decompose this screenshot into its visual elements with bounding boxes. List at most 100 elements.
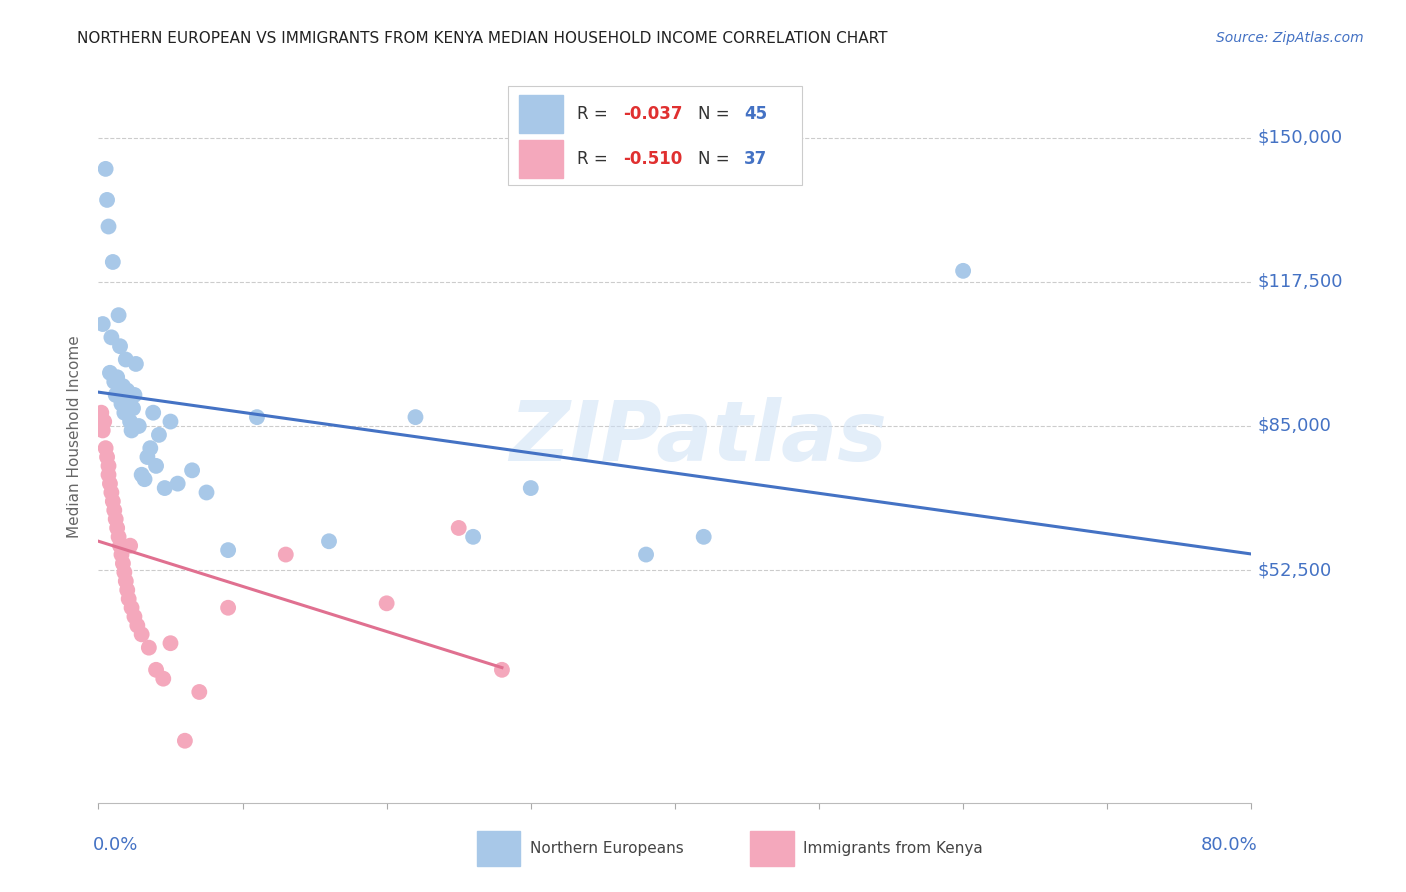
- Point: [114, 574, 136, 589]
- Point: [274, 548, 297, 562]
- Point: [118, 392, 141, 407]
- Text: R =: R =: [576, 104, 613, 123]
- Text: R =: R =: [576, 150, 613, 168]
- Bar: [477, 831, 520, 866]
- Point: [98, 476, 121, 491]
- Point: [127, 618, 149, 632]
- Point: [952, 264, 974, 278]
- Point: [96, 450, 118, 464]
- Point: [693, 530, 716, 544]
- Point: [134, 472, 156, 486]
- Point: [318, 534, 340, 549]
- Point: [145, 663, 167, 677]
- Point: [112, 406, 135, 420]
- Point: [117, 384, 139, 398]
- Point: [110, 548, 132, 562]
- Text: $150,000: $150,000: [1257, 128, 1343, 147]
- Text: -0.037: -0.037: [623, 104, 682, 123]
- Point: [447, 521, 470, 535]
- Point: [246, 410, 269, 425]
- Point: [93, 415, 115, 429]
- Point: [103, 503, 125, 517]
- Bar: [519, 95, 562, 133]
- Point: [520, 481, 543, 495]
- Point: [217, 600, 239, 615]
- Point: [97, 219, 120, 234]
- Point: [142, 406, 165, 420]
- Point: [124, 609, 146, 624]
- Point: [101, 255, 124, 269]
- Point: [90, 406, 112, 420]
- Text: Immigrants from Kenya: Immigrants from Kenya: [803, 840, 983, 855]
- Point: [405, 410, 427, 425]
- Point: [100, 330, 122, 344]
- Point: [108, 339, 131, 353]
- Text: 80.0%: 80.0%: [1201, 836, 1257, 854]
- Point: [91, 424, 114, 438]
- Bar: [749, 831, 793, 866]
- Point: [94, 441, 117, 455]
- Point: [107, 530, 129, 544]
- Point: [188, 685, 211, 699]
- Point: [120, 415, 142, 429]
- Point: [174, 733, 197, 747]
- Point: [94, 161, 117, 176]
- Point: [159, 636, 181, 650]
- Point: [461, 530, 484, 544]
- Point: [110, 397, 132, 411]
- Point: [121, 424, 143, 438]
- Point: [105, 521, 128, 535]
- Point: [153, 481, 176, 495]
- Point: [138, 640, 160, 655]
- Point: [98, 366, 121, 380]
- Text: N =: N =: [697, 104, 735, 123]
- Bar: [519, 140, 562, 178]
- Text: Source: ZipAtlas.com: Source: ZipAtlas.com: [1216, 31, 1364, 45]
- Point: [491, 663, 513, 677]
- Text: 0.0%: 0.0%: [93, 836, 138, 854]
- Point: [136, 450, 159, 464]
- Text: 37: 37: [744, 150, 768, 168]
- Point: [108, 539, 131, 553]
- Text: $117,500: $117,500: [1257, 273, 1343, 291]
- Text: NORTHERN EUROPEAN VS IMMIGRANTS FROM KENYA MEDIAN HOUSEHOLD INCOME CORRELATION C: NORTHERN EUROPEAN VS IMMIGRANTS FROM KEN…: [77, 31, 887, 46]
- Point: [148, 428, 170, 442]
- Point: [128, 419, 150, 434]
- Point: [96, 193, 118, 207]
- Point: [101, 494, 124, 508]
- Point: [107, 308, 129, 322]
- Point: [636, 548, 658, 562]
- Point: [111, 557, 134, 571]
- Point: [152, 672, 174, 686]
- Point: [131, 627, 153, 641]
- Point: [103, 375, 125, 389]
- Text: -0.510: -0.510: [623, 150, 682, 168]
- FancyBboxPatch shape: [508, 86, 801, 185]
- Text: $52,500: $52,500: [1257, 561, 1331, 579]
- Point: [122, 401, 145, 416]
- Point: [375, 596, 398, 610]
- Y-axis label: Median Household Income: Median Household Income: [67, 335, 83, 539]
- Point: [131, 467, 153, 482]
- Point: [145, 458, 167, 473]
- Point: [97, 467, 120, 482]
- Point: [112, 566, 135, 580]
- Point: [159, 415, 181, 429]
- Point: [91, 317, 114, 331]
- Text: Northern Europeans: Northern Europeans: [530, 840, 683, 855]
- Text: $85,000: $85,000: [1257, 417, 1331, 435]
- Point: [105, 370, 128, 384]
- Point: [124, 388, 146, 402]
- Point: [104, 512, 127, 526]
- Point: [121, 600, 143, 615]
- Point: [97, 458, 120, 473]
- Point: [100, 485, 122, 500]
- Point: [114, 352, 136, 367]
- Point: [166, 476, 188, 491]
- Point: [120, 539, 142, 553]
- Text: ZIPatlas: ZIPatlas: [509, 397, 887, 477]
- Point: [117, 582, 139, 597]
- Point: [118, 591, 141, 606]
- Point: [111, 379, 134, 393]
- Point: [195, 485, 218, 500]
